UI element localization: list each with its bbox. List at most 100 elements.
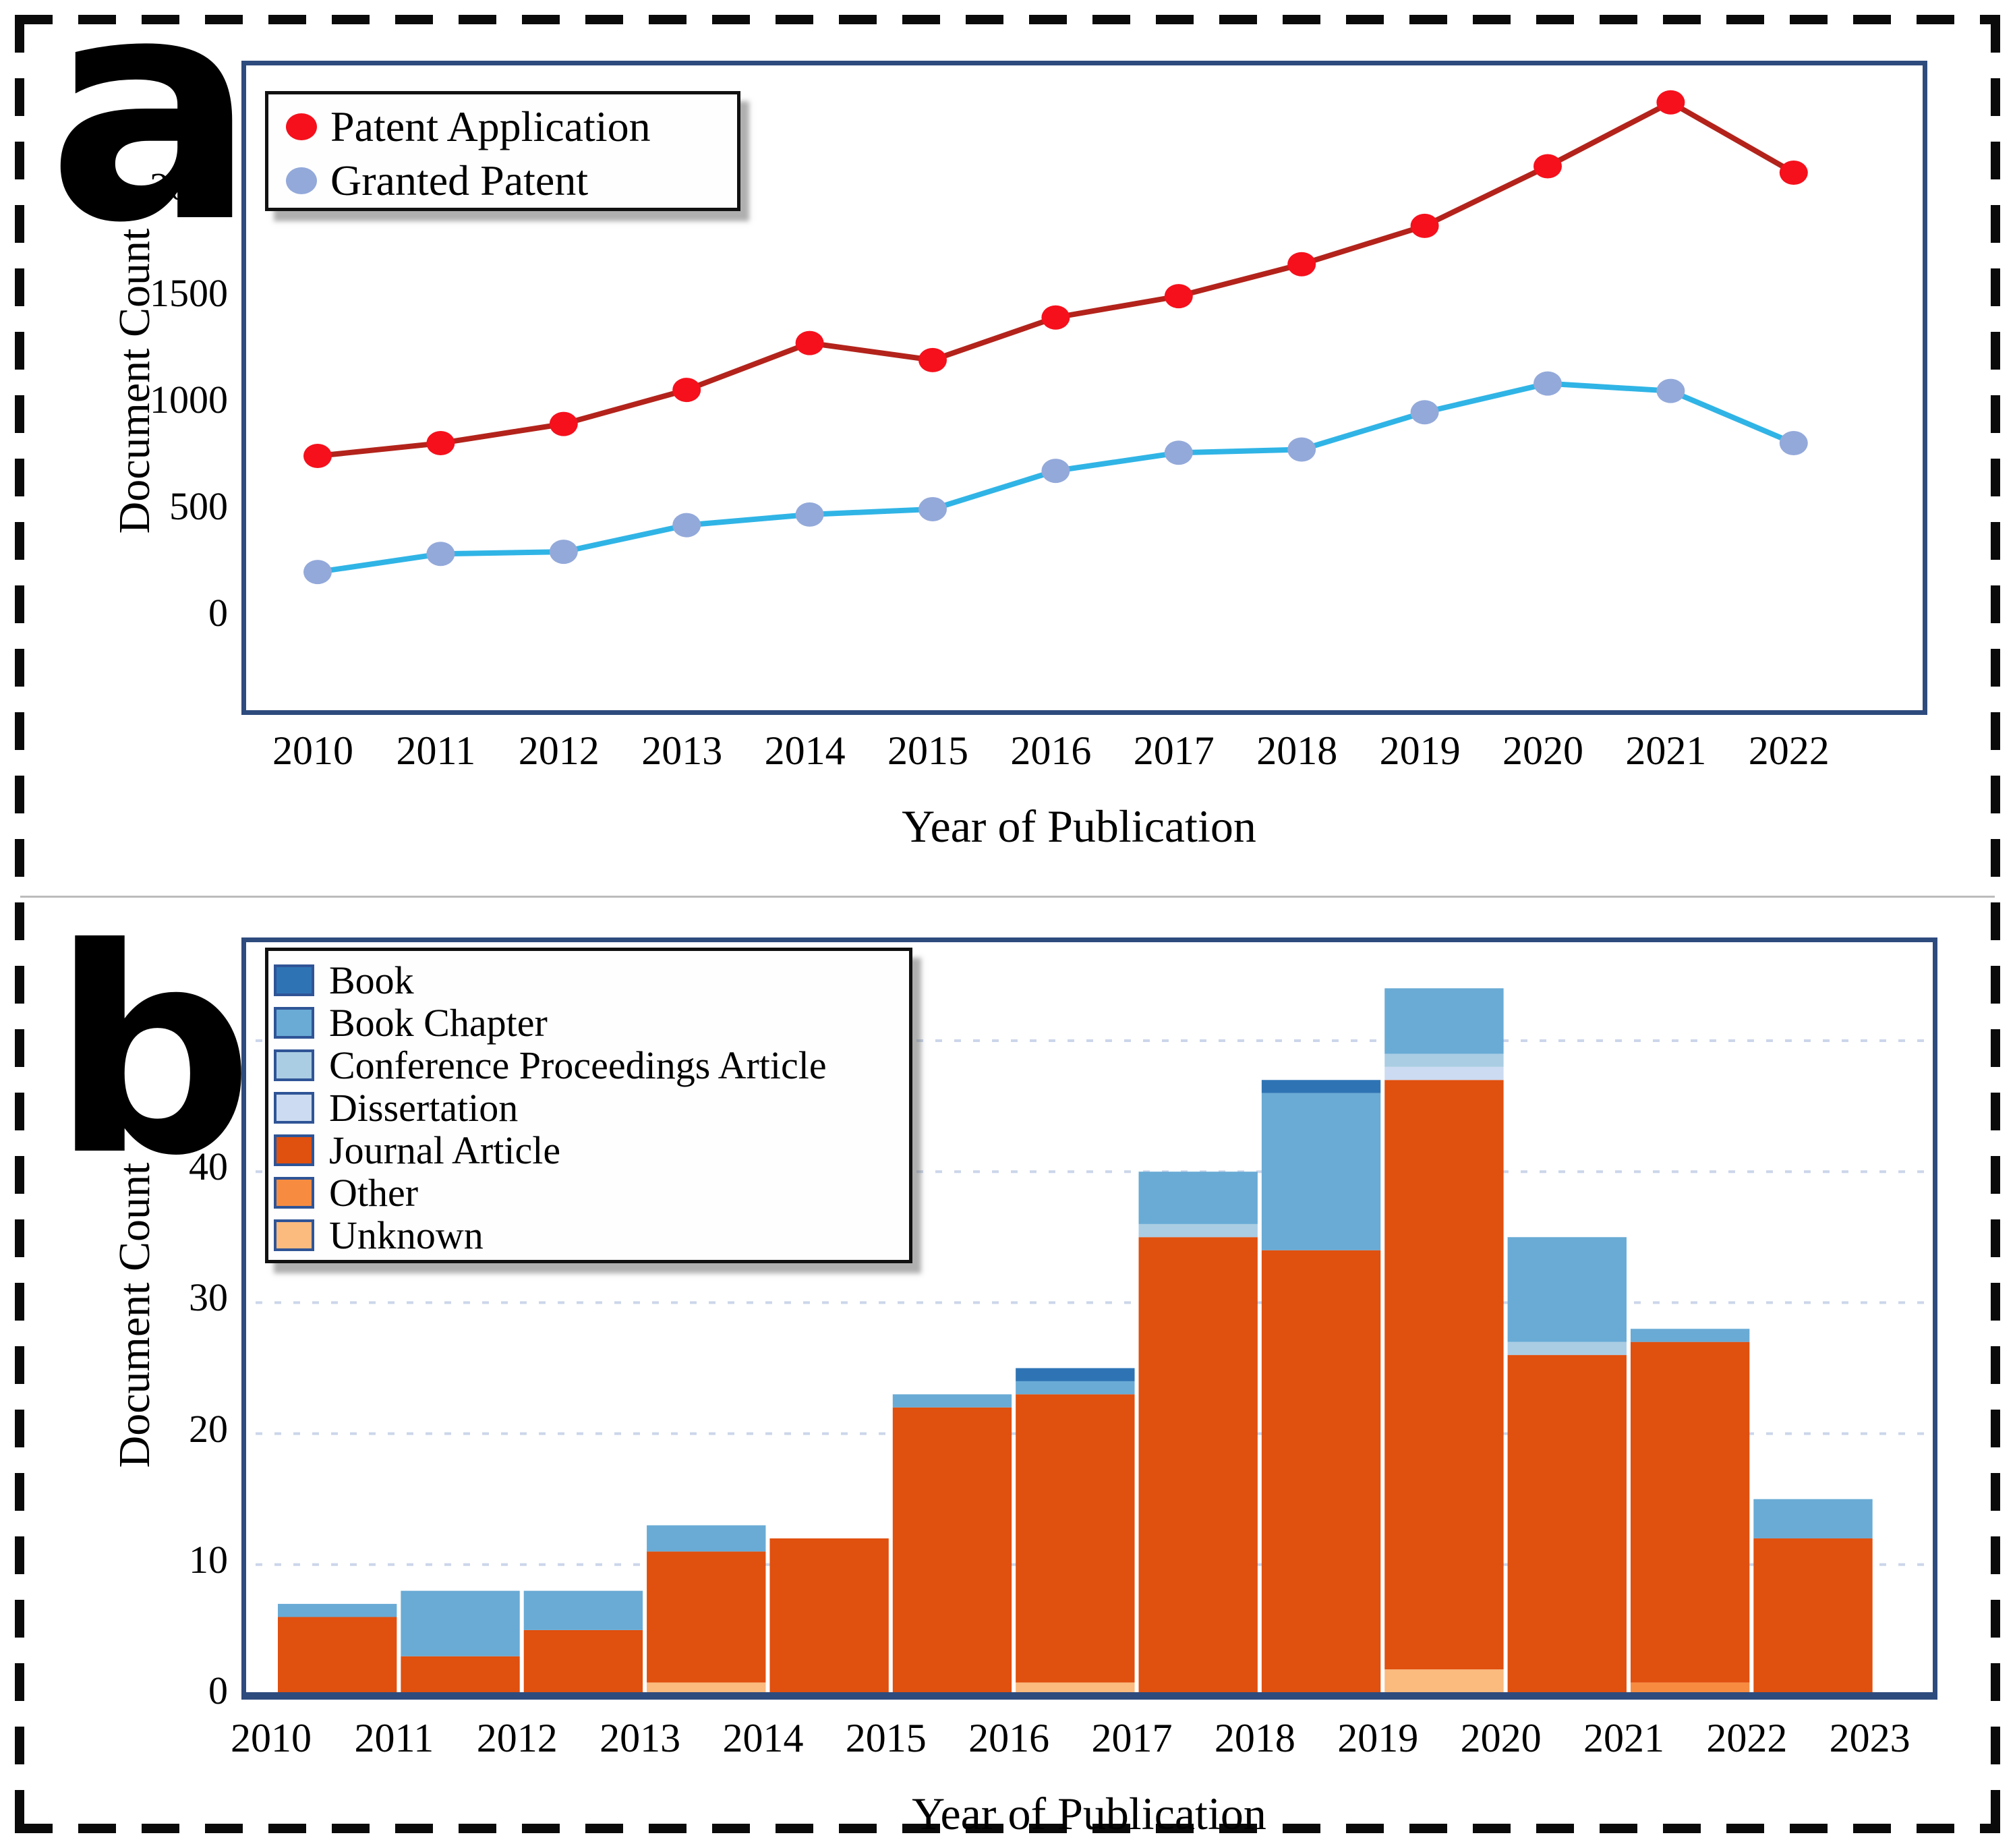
bar-segment-2022-journal-article: [1753, 1538, 1873, 1692]
bar-segment-2017-journal-article: [1138, 1237, 1258, 1692]
legend-item-label: Patent Application: [330, 103, 651, 150]
data-point-marker: [549, 540, 578, 565]
bar-segment-2015-book-chapter: [892, 1394, 1012, 1408]
panel-b-x-tick: 2011: [354, 1716, 434, 1760]
panel-b-x-tick: 2019: [1337, 1716, 1419, 1760]
data-point-marker: [549, 411, 578, 436]
panel-a-x-tick: 2012: [518, 728, 600, 773]
data-point-marker: [1287, 437, 1316, 462]
panel-b-stacked-bar-chart: [256, 988, 1926, 1692]
panel-a-y-tick: 500: [169, 484, 228, 529]
legend-color-swatch-icon: [274, 964, 314, 996]
panel-b-label: b: [51, 888, 254, 1218]
data-point-marker: [1534, 154, 1562, 179]
panel-b-x-axis-title: Year of Publication: [912, 1788, 1266, 1839]
legend-item: Patent Application: [286, 100, 737, 154]
panel-a-x-tick: 2017: [1133, 728, 1215, 773]
bar-segment-2013-unknown: [647, 1682, 766, 1692]
panel-b-legend: Book Book Chapter Conference Proceedings A…: [265, 948, 912, 1263]
bar-segment-2014-journal-article: [769, 1538, 889, 1692]
panel-b-x-tick: 2010: [231, 1716, 312, 1760]
bar-segment-2018-book: [1261, 1080, 1381, 1093]
data-point-marker: [1779, 160, 1808, 185]
panel-b-x-tick: 2015: [845, 1716, 927, 1760]
panel-b-x-tick: 2013: [600, 1716, 681, 1760]
panel-a-x-tick: 2018: [1256, 728, 1338, 773]
legend-marker-dot-icon: [286, 167, 317, 194]
data-point-marker: [1041, 305, 1070, 330]
bar-segment-2018-journal-article: [1261, 1250, 1381, 1692]
legend-color-swatch-icon: [274, 1049, 314, 1081]
bar-segment-2019-dissertation: [1384, 1066, 1504, 1080]
legend-item-label: Dissertation: [329, 1086, 519, 1130]
data-point-marker: [672, 513, 701, 538]
bar-segment-2020-journal-article: [1507, 1355, 1627, 1692]
legend-item: Unknown: [274, 1213, 909, 1257]
panel-a-x-tick: 2011: [396, 728, 476, 773]
bar-segment-2018-book-chapter: [1261, 1093, 1381, 1250]
data-point-marker: [1656, 378, 1685, 403]
bar-segment-2016-unknown: [1016, 1682, 1135, 1692]
panel-b-x-tick: 2022: [1706, 1716, 1788, 1760]
bar-segment-2010-journal-article: [278, 1617, 397, 1692]
bar-segment-2021-other: [1630, 1682, 1750, 1692]
legend-color-swatch-icon: [274, 1007, 314, 1039]
panel-b-x-tick: 2023: [1829, 1716, 1910, 1760]
panel-b-y-tick: 40: [189, 1145, 228, 1189]
bar-segment-2010-book-chapter: [278, 1604, 397, 1617]
bar-segment-2020-conference-proceedings-article: [1507, 1341, 1627, 1356]
data-point-marker: [795, 330, 824, 355]
panel-b-y-tick: 30: [189, 1275, 228, 1320]
panel-a-x-tick: 2020: [1502, 728, 1583, 773]
bar-segment-2015-journal-article: [892, 1407, 1012, 1692]
bar-segment-2019-journal-article: [1384, 1080, 1504, 1670]
panel-b-y-tick: 0: [208, 1669, 228, 1712]
legend-item: Journal Article: [274, 1128, 909, 1172]
bar-segment-2013-journal-article: [647, 1551, 766, 1683]
legend-item-label: Journal Article: [329, 1128, 561, 1172]
bar-segment-2022-book-chapter: [1753, 1499, 1873, 1538]
panel-b-x-tick: 2018: [1214, 1716, 1295, 1760]
legend-item: Dissertation: [274, 1086, 909, 1130]
data-point-marker: [1164, 440, 1193, 465]
legend-item: Granted Patent: [286, 154, 737, 208]
figure-dashed-border-right: [1991, 15, 2000, 1833]
panel-a-x-axis-title: Year of Publication: [902, 801, 1256, 852]
bar-segment-2019-unknown: [1384, 1669, 1504, 1692]
bar-segment-2020-book-chapter: [1507, 1237, 1627, 1342]
panel-a-y-tick: 2000: [150, 165, 228, 209]
legend-color-swatch-icon: [274, 1092, 314, 1124]
bar-segment-2011-journal-article: [401, 1656, 520, 1692]
panel-b-y-tick: 20: [189, 1406, 228, 1451]
panel-a-x-tick: 2014: [764, 728, 846, 773]
legend-item-label: Unknown: [329, 1213, 484, 1257]
data-point-marker: [672, 378, 701, 403]
panel-a-line-chart: [303, 90, 1808, 585]
data-point-marker: [1779, 431, 1808, 456]
bar-segment-2011-book-chapter: [401, 1590, 520, 1656]
legend-item: Book: [274, 958, 909, 1002]
bar-segment-2013-book-chapter: [647, 1525, 766, 1552]
bar-segment-2021-book-chapter: [1630, 1329, 1750, 1342]
legend-item-label: Book Chapter: [329, 1001, 548, 1045]
bar-segment-2017-conference-proceedings-article: [1138, 1223, 1258, 1238]
legend-item-label: Conference Proceedings Article: [329, 1043, 827, 1087]
legend-item: Conference Proceedings Article: [274, 1043, 909, 1087]
panel-b-x-tick: 2014: [722, 1716, 804, 1760]
bar-segment-2016-journal-article: [1016, 1394, 1135, 1683]
data-point-marker: [918, 347, 947, 372]
figure-dashed-border-bottom: [15, 1824, 2000, 1833]
data-point-marker: [303, 443, 332, 468]
figure-dashed-border-top: [15, 15, 2000, 24]
panel-a-x-tick: 2021: [1625, 728, 1707, 773]
panel-separator-line: [20, 896, 1995, 898]
panel-b-y-tick: 10: [189, 1537, 228, 1582]
bar-segment-2019-book-chapter: [1384, 988, 1504, 1054]
panel-a-x-tick: 2015: [887, 728, 968, 773]
panel-a-x-tick: 2019: [1379, 728, 1461, 773]
bar-segment-2016-book-chapter: [1016, 1381, 1135, 1395]
legend-item-label: Granted Patent: [330, 156, 589, 204]
panel-b-plot-area: [241, 937, 1937, 1700]
panel-b-x-tick: 2017: [1091, 1716, 1173, 1760]
bar-segment-2012-journal-article: [523, 1629, 643, 1692]
